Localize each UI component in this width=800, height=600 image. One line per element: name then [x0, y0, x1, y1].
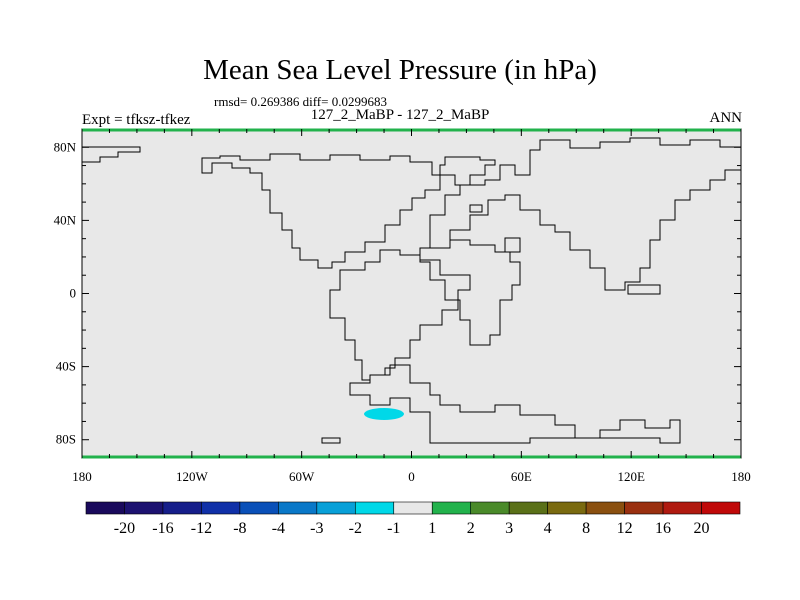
experiment-subtitle: 127_2_MaBP - 127_2_MaBP: [310, 107, 490, 123]
season-label: ANN: [709, 110, 743, 126]
colorbar-label: -12: [191, 520, 212, 537]
lat-tick-label: 80N: [54, 139, 77, 154]
colorbar-swatch: [124, 501, 164, 515]
coastline-islands-north-atlantic: [469, 204, 483, 213]
colorbar-swatch: [431, 501, 472, 515]
lat-tick-label: 40S: [56, 359, 76, 374]
colorbar-swatch: [201, 501, 241, 515]
lat-tick-label: 40N: [54, 212, 77, 227]
coastline-alaska: [81, 146, 141, 163]
colorbar-label: 16: [655, 520, 671, 537]
coastline-south-america: [329, 249, 471, 381]
lon-tick-label: 0: [408, 469, 415, 484]
colorbar-label: -1: [387, 520, 400, 537]
lat-tick-label: 0: [70, 286, 77, 301]
coastline-asia-east: [627, 284, 661, 295]
colorbar-label: 1: [428, 520, 436, 537]
coastline-africa-south: [419, 239, 521, 346]
colorbar-label: 20: [694, 520, 710, 537]
anomaly-region: [364, 408, 404, 420]
lon-tick-label: 60W: [289, 469, 315, 484]
lon-tick-label: 120E: [617, 469, 645, 484]
coastlines: [81, 137, 742, 444]
lon-tick-label: 180: [731, 469, 751, 484]
colorbar-label: 8: [582, 520, 590, 537]
colorbar: -20 -16 -12 -8 -4 -3 -2 -1 1 2 3 4 8 12 16 20: [85, 501, 741, 537]
colorbar-label: 12: [617, 520, 633, 537]
map-panel: 80N 40N 0 40S 80S 180 120W 60W 0 60E 120E 180: [54, 128, 751, 484]
coastline-eurasia-africa: [429, 137, 742, 291]
colorbar-swatch: [585, 501, 625, 515]
colorbar-swatch: [470, 501, 510, 515]
lat-axis: 80N 40N 0 40S 80S: [54, 139, 741, 447]
colorbar-swatch: [624, 501, 664, 515]
lon-tick-label: 120W: [176, 469, 209, 484]
colorbar-swatch: [508, 501, 548, 515]
colorbar-label: -2: [349, 520, 362, 537]
lon-tick-label: 180: [72, 469, 92, 484]
colorbar-swatch: [662, 501, 702, 515]
colorbar-swatch: [316, 501, 356, 515]
colorbar-label: 2: [467, 520, 475, 537]
colorbar-label: 3: [505, 520, 513, 537]
lon-tick-label: 60E: [511, 469, 532, 484]
colorbar-swatch: [162, 501, 202, 515]
colorbar-swatch: [354, 501, 395, 515]
coastline-north-america: [201, 153, 441, 269]
coastline-antarctica: [349, 364, 681, 444]
colorbar-swatch: [278, 501, 318, 515]
colorbar-swatch: [239, 501, 279, 515]
coastline-arabia: [504, 237, 521, 253]
colorbar-swatch: [701, 501, 741, 515]
map-title: Mean Sea Level Pressure (in hPa): [203, 54, 597, 86]
colorbar-label: -20: [114, 520, 135, 537]
lon-axis: 180 120W 60W 0 60E 120E 180: [72, 129, 751, 484]
colorbar-swatch: [547, 501, 587, 515]
colorbar-label: -8: [233, 520, 246, 537]
lat-tick-label: 80S: [56, 432, 76, 447]
colorbar-swatch: [85, 501, 125, 515]
colorbar-label: -16: [152, 520, 173, 537]
colorbar-label: -4: [272, 520, 285, 537]
coastline-antarctic-peninsula: [321, 437, 341, 444]
stats-text: rmsd= 0.269386 diff= 0.0299683: [214, 94, 387, 109]
colorbar-swatch: [393, 501, 433, 515]
colorbar-label: -3: [310, 520, 323, 537]
expt-label: Expt = tfksz-tfkez: [82, 112, 191, 128]
colorbar-label: 4: [544, 520, 552, 537]
